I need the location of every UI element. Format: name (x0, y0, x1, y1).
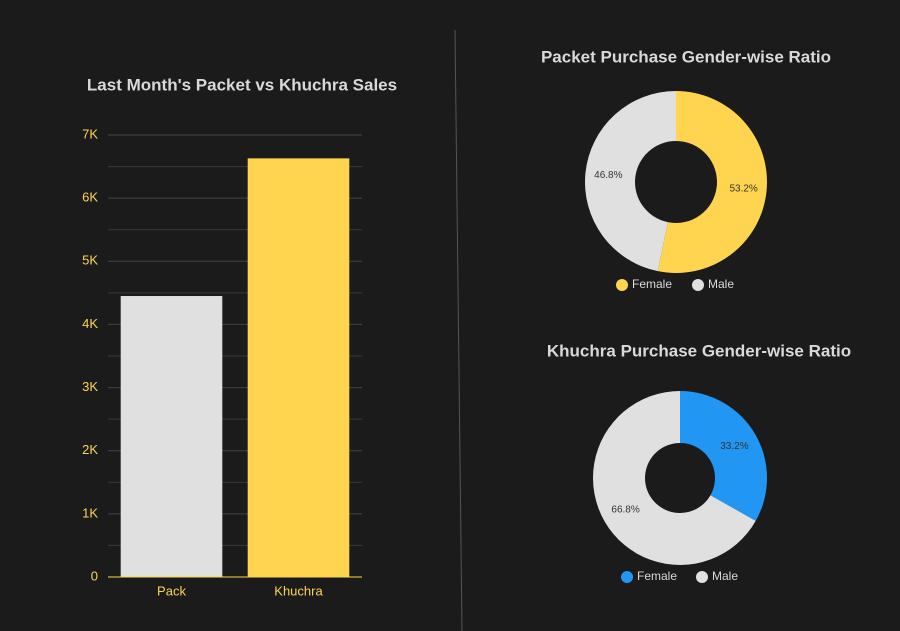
slice-label: 33.2% (720, 441, 748, 452)
donut-slice (593, 391, 756, 565)
slice-label: 53.2% (729, 183, 757, 194)
legend-label: Male (708, 277, 734, 291)
y-tick-label: 6K (82, 190, 98, 205)
y-tick-label: 2K (82, 442, 98, 457)
legend-swatch (616, 279, 628, 291)
divider (454, 29, 463, 631)
donut-slice (585, 91, 676, 272)
legend-swatch (692, 279, 704, 291)
donut-slice (657, 91, 767, 273)
legend-label: Female (637, 569, 677, 583)
legend-label: Male (712, 569, 738, 583)
legend-swatch (696, 571, 708, 583)
chart-title: Khuchra Purchase Gender-wise Ratio (547, 341, 851, 360)
x-tick-label: Pack (157, 583, 186, 598)
chart-title: Last Month's Packet vs Khuchra Sales (87, 75, 397, 94)
bar (247, 158, 350, 577)
y-tick-label: 4K (82, 316, 98, 331)
donut-slice (680, 391, 767, 521)
slice-label: 46.8% (594, 170, 622, 181)
y-tick-label: 5K (82, 253, 98, 268)
y-tick-label: 3K (82, 379, 98, 394)
bar (120, 296, 223, 577)
y-tick-label: 1K (82, 505, 98, 520)
x-tick-label: Khuchra (274, 583, 323, 598)
legend-swatch (621, 571, 633, 583)
y-tick-label: 0 (91, 568, 98, 583)
legend-label: Female (632, 277, 672, 291)
y-tick-label: 7K (82, 126, 98, 141)
chart-title: Packet Purchase Gender-wise Ratio (541, 47, 831, 66)
slice-label: 66.8% (611, 504, 639, 515)
